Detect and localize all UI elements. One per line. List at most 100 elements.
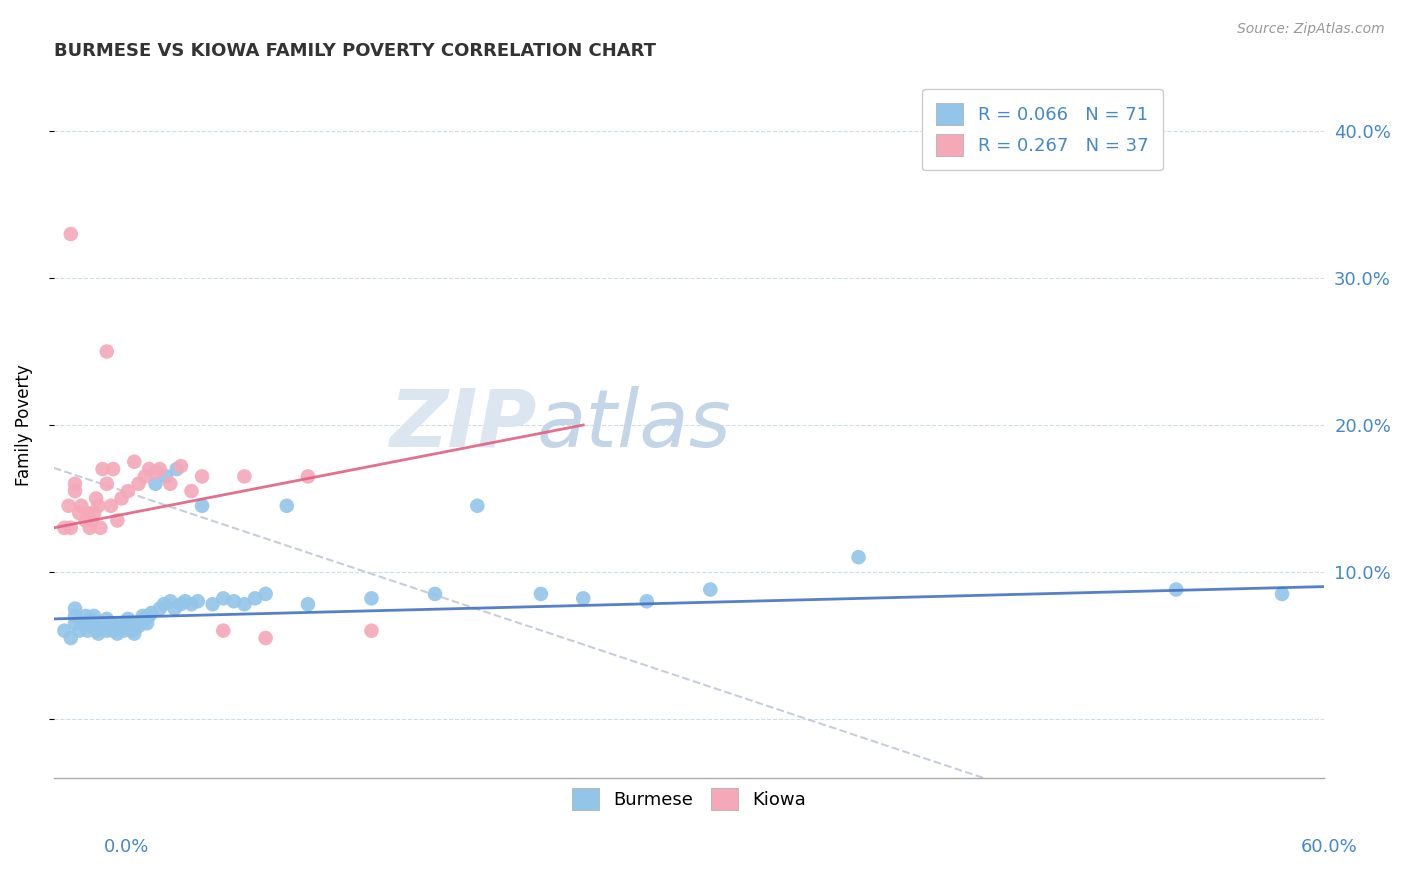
Point xyxy=(180,484,202,499)
Point xyxy=(138,609,160,624)
Point xyxy=(80,619,103,633)
Point xyxy=(159,476,181,491)
Point xyxy=(699,582,721,597)
Point xyxy=(159,594,181,608)
Point xyxy=(170,597,193,611)
Point xyxy=(101,624,124,638)
Point xyxy=(120,621,142,635)
Point xyxy=(63,476,86,491)
Point xyxy=(233,469,256,483)
Point xyxy=(467,499,489,513)
Point xyxy=(97,621,120,635)
Point xyxy=(75,616,97,631)
Point xyxy=(59,521,82,535)
Point xyxy=(84,616,107,631)
Point xyxy=(70,616,93,631)
Point xyxy=(87,499,110,513)
Point xyxy=(153,597,176,611)
Point xyxy=(76,624,98,638)
Point xyxy=(254,631,277,645)
Point xyxy=(117,612,139,626)
Point xyxy=(91,616,114,631)
Point xyxy=(105,626,128,640)
Point xyxy=(297,469,319,483)
Point xyxy=(75,609,97,624)
Point xyxy=(128,476,150,491)
Point xyxy=(67,506,90,520)
Point xyxy=(125,616,148,631)
Point xyxy=(145,465,167,479)
Point xyxy=(75,513,97,527)
Point xyxy=(96,624,118,638)
Point xyxy=(124,455,146,469)
Point xyxy=(233,597,256,611)
Text: 0.0%: 0.0% xyxy=(104,838,149,855)
Point xyxy=(187,594,209,608)
Point xyxy=(174,594,197,608)
Point xyxy=(114,616,136,631)
Point xyxy=(136,616,159,631)
Point xyxy=(134,469,156,483)
Point xyxy=(105,513,128,527)
Point xyxy=(201,597,224,611)
Point xyxy=(212,624,235,638)
Point xyxy=(155,469,177,483)
Point xyxy=(63,616,86,631)
Point xyxy=(423,587,446,601)
Point xyxy=(84,624,107,638)
Point xyxy=(297,597,319,611)
Point xyxy=(149,601,172,615)
Point xyxy=(83,506,105,520)
Legend: Burmese, Kiowa: Burmese, Kiowa xyxy=(557,774,821,825)
Point xyxy=(360,591,382,606)
Point xyxy=(104,619,127,633)
Text: BURMESE VS KIOWA FAMILY POVERTY CORRELATION CHART: BURMESE VS KIOWA FAMILY POVERTY CORRELAT… xyxy=(53,42,655,60)
Point xyxy=(101,462,124,476)
Point xyxy=(128,619,150,633)
Point xyxy=(58,499,80,513)
Point xyxy=(53,624,76,638)
Point xyxy=(572,591,595,606)
Text: atlas: atlas xyxy=(537,386,731,464)
Point xyxy=(67,624,90,638)
Point xyxy=(108,616,131,631)
Point xyxy=(83,609,105,624)
Point xyxy=(1271,587,1294,601)
Point xyxy=(96,612,118,626)
Point xyxy=(89,521,111,535)
Point xyxy=(134,612,156,626)
Point xyxy=(191,469,214,483)
Point xyxy=(117,484,139,499)
Point xyxy=(121,624,143,638)
Point xyxy=(212,591,235,606)
Point xyxy=(93,619,115,633)
Point xyxy=(530,587,553,601)
Point xyxy=(138,462,160,476)
Point xyxy=(87,626,110,640)
Y-axis label: Family Poverty: Family Poverty xyxy=(15,364,32,486)
Point xyxy=(84,491,107,506)
Point xyxy=(110,621,132,635)
Point xyxy=(243,591,266,606)
Point xyxy=(110,491,132,506)
Point xyxy=(79,612,101,626)
Point xyxy=(170,459,193,474)
Point xyxy=(53,521,76,535)
Text: ZIP: ZIP xyxy=(389,386,537,464)
Text: 60.0%: 60.0% xyxy=(1301,838,1357,855)
Point xyxy=(112,624,135,638)
Point xyxy=(89,621,111,635)
Point xyxy=(276,499,298,513)
Point xyxy=(79,521,101,535)
Point xyxy=(163,601,186,615)
Point xyxy=(96,476,118,491)
Point xyxy=(636,594,658,608)
Point xyxy=(59,631,82,645)
Point xyxy=(124,626,146,640)
Point xyxy=(180,597,202,611)
Point xyxy=(63,609,86,624)
Point xyxy=(100,499,122,513)
Point xyxy=(100,616,122,631)
Point xyxy=(360,624,382,638)
Point xyxy=(132,609,155,624)
